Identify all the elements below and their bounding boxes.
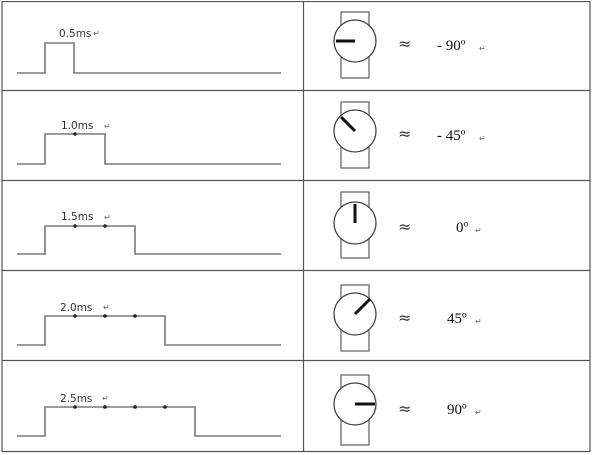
return-mark: ↵: [475, 317, 482, 326]
time-marker: [103, 314, 107, 318]
time-marker: [103, 224, 107, 228]
return-mark: ↵: [104, 213, 111, 222]
table-row-1: 1.0ms ↵ ≈ - 45º ↵: [17, 101, 486, 169]
return-mark: ↵: [475, 226, 482, 235]
table-row-4: 2.5ms ↵ ≈ 90º ↵: [17, 374, 482, 446]
time-marker: [163, 405, 167, 409]
servo-cell: ≈ - 90º ↵: [333, 11, 486, 79]
return-mark: ↵: [102, 394, 109, 403]
pulse-waveform: [17, 42, 281, 74]
pulse-label: 1.0ms: [61, 120, 93, 132]
approx-symbol: ≈: [398, 217, 411, 236]
time-marker: [73, 224, 77, 228]
approx-symbol: ≈: [398, 399, 411, 418]
pulse-label: 1.5ms: [61, 211, 93, 223]
return-mark: ↵: [104, 122, 111, 131]
servo-arm: [339, 115, 357, 133]
return-mark: ↵: [479, 134, 486, 143]
return-mark: ↵: [103, 303, 110, 312]
pulse-cell: 2.5ms ↵: [17, 393, 281, 437]
time-marker: [73, 314, 77, 318]
approx-symbol: ≈: [398, 124, 411, 143]
time-marker: [73, 405, 77, 409]
servo-cell: ≈ 90º ↵: [333, 374, 482, 446]
time-marker: [103, 405, 107, 409]
servo-cell: ≈ 45º ↵: [333, 284, 482, 352]
servo-cell: ≈ 0º ↵: [333, 191, 482, 259]
pulse-cell: 1.5ms ↵: [17, 211, 281, 255]
return-mark: ↵: [93, 29, 100, 38]
pulse-label: 0.5ms: [59, 28, 91, 40]
pulse-cell: 1.0ms ↵: [17, 120, 281, 165]
table-row-3: 2.0ms ↵ ≈ 45º ↵: [17, 284, 482, 352]
pulse-waveform: [17, 225, 281, 255]
time-marker: [133, 314, 137, 318]
angle-value: 45º: [447, 311, 467, 327]
angle-value: 90º: [447, 402, 467, 418]
pulse-cell: 2.0ms ↵: [17, 302, 281, 346]
pulse-waveform: [17, 406, 281, 437]
approx-symbol: ≈: [398, 308, 411, 327]
table-row-0: 0.5ms ↵ ≈ - 90º ↵: [17, 11, 486, 79]
pulse-cell: 0.5ms ↵: [17, 28, 281, 74]
servo-cell: ≈ - 45º ↵: [333, 101, 486, 169]
return-mark: ↵: [475, 408, 482, 417]
approx-symbol: ≈: [398, 34, 411, 53]
pulse-waveform: [17, 133, 281, 165]
pulse-label: 2.5ms: [60, 393, 92, 405]
servo-arm: [353, 297, 372, 316]
angle-value: - 90º: [437, 38, 466, 54]
angle-value: - 45º: [437, 128, 466, 144]
table-row-2: 1.5ms ↵ ≈ 0º ↵: [17, 191, 482, 259]
return-mark: ↵: [479, 44, 486, 53]
pulse-label: 2.0ms: [60, 302, 92, 314]
time-marker: [73, 132, 77, 136]
time-marker: [133, 405, 137, 409]
pulse-waveform: [17, 315, 281, 346]
angle-value: 0º: [456, 220, 469, 236]
